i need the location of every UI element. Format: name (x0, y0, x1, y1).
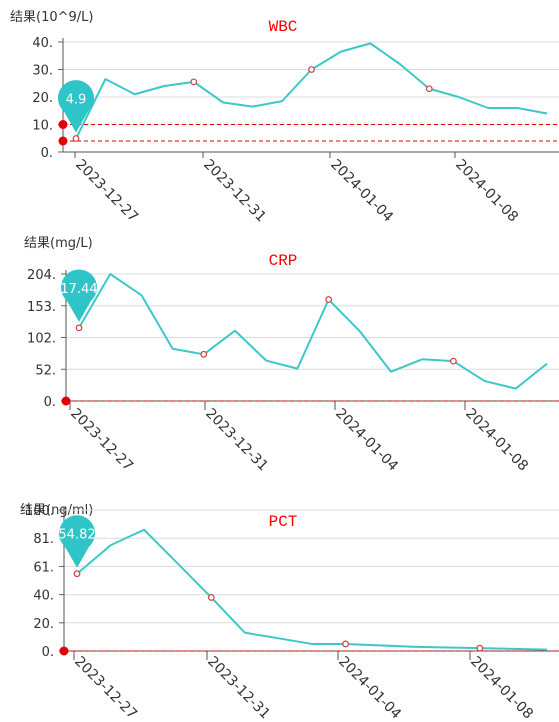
reference-marker (59, 646, 69, 656)
series-line (78, 273, 548, 390)
x-tick-label: 2024-01-04 (332, 406, 401, 475)
value-pin (58, 80, 95, 133)
y-tick-label: 0. (41, 146, 53, 161)
y-tick-label: 40. (32, 36, 53, 51)
y-tick-label: 20. (32, 91, 53, 106)
x-tick-label: 2023-12-31 (202, 406, 271, 475)
y-tick-label: 40. (33, 589, 54, 604)
y-tick-label: 153. (27, 300, 56, 315)
data-point[interactable] (425, 85, 433, 93)
x-tick-label: 2023-12-27 (72, 157, 141, 226)
y-tick-label: 20. (33, 617, 54, 632)
data-point[interactable] (75, 324, 83, 332)
data-point[interactable] (200, 350, 208, 358)
y-tick-label: 102. (27, 332, 56, 347)
value-pin (58, 515, 95, 568)
x-tick-label: 2023-12-31 (204, 654, 273, 722)
data-point[interactable] (73, 570, 81, 578)
y-tick-label: 100. (25, 504, 54, 519)
data-point[interactable] (450, 357, 457, 365)
data-point[interactable] (325, 296, 333, 303)
y-tick-label: 61. (33, 560, 54, 575)
data-point[interactable] (207, 594, 215, 601)
reference-marker (58, 120, 68, 129)
y-axis-label: 结果(ng/ml) (20, 503, 93, 518)
y-axis-label: 结果(mg/L) (24, 236, 93, 251)
value-pin-label: 17.44 (60, 282, 97, 297)
chart-panel-wbc: 结果(10^9/L) WBC 0. 10. 20. 30. 40. 2023-12-27 202… (10, 10, 559, 225)
reference-marker (61, 396, 71, 406)
y-axis-label: 结果(10^9/L) (10, 10, 93, 25)
y-tick-label: 52. (35, 363, 56, 378)
data-point[interactable] (308, 66, 315, 73)
data-point[interactable] (72, 135, 80, 142)
reference-marker (58, 136, 68, 146)
x-tick-label: 2023-12-27 (71, 654, 140, 722)
series-line (76, 528, 548, 651)
y-tick-label: 0. (42, 645, 54, 660)
data-point[interactable] (342, 640, 349, 648)
y-tick-label: 81. (33, 532, 54, 547)
x-tick-label: 2024-01-08 (467, 654, 536, 722)
y-tick-label: 10. (32, 119, 53, 134)
data-point[interactable] (190, 78, 198, 86)
x-tick-label: 2024-01-08 (452, 157, 521, 226)
value-pin-label: 54.82 (58, 528, 95, 543)
chart-title: CRP (269, 252, 298, 270)
value-pin-label: 4.9 (66, 93, 87, 108)
value-pin (61, 269, 97, 322)
y-tick-label: 0. (44, 395, 56, 410)
chart-title: PCT (269, 513, 298, 531)
x-tick-label: 2023-12-31 (200, 157, 269, 226)
y-tick-label: 204. (27, 268, 56, 283)
x-tick-label: 2023-12-27 (67, 406, 136, 475)
y-tick-label: 30. (32, 64, 53, 79)
chart-panel-crp: 结果(mg/L) CRP 0. 52. 102. 153. 204. 2023-12-27 20… (24, 236, 559, 474)
x-tick-label: 2024-01-08 (462, 406, 531, 475)
x-tick-label: 2024-01-04 (327, 157, 396, 226)
chart-panel-pct: 结果(ng/ml) PCT 0. 20. 40. 61. 81. 100. 2023-12-27… (20, 503, 559, 722)
x-tick-label: 2024-01-04 (335, 654, 404, 722)
chart-title: WBC (269, 18, 298, 36)
data-point[interactable] (476, 644, 484, 652)
